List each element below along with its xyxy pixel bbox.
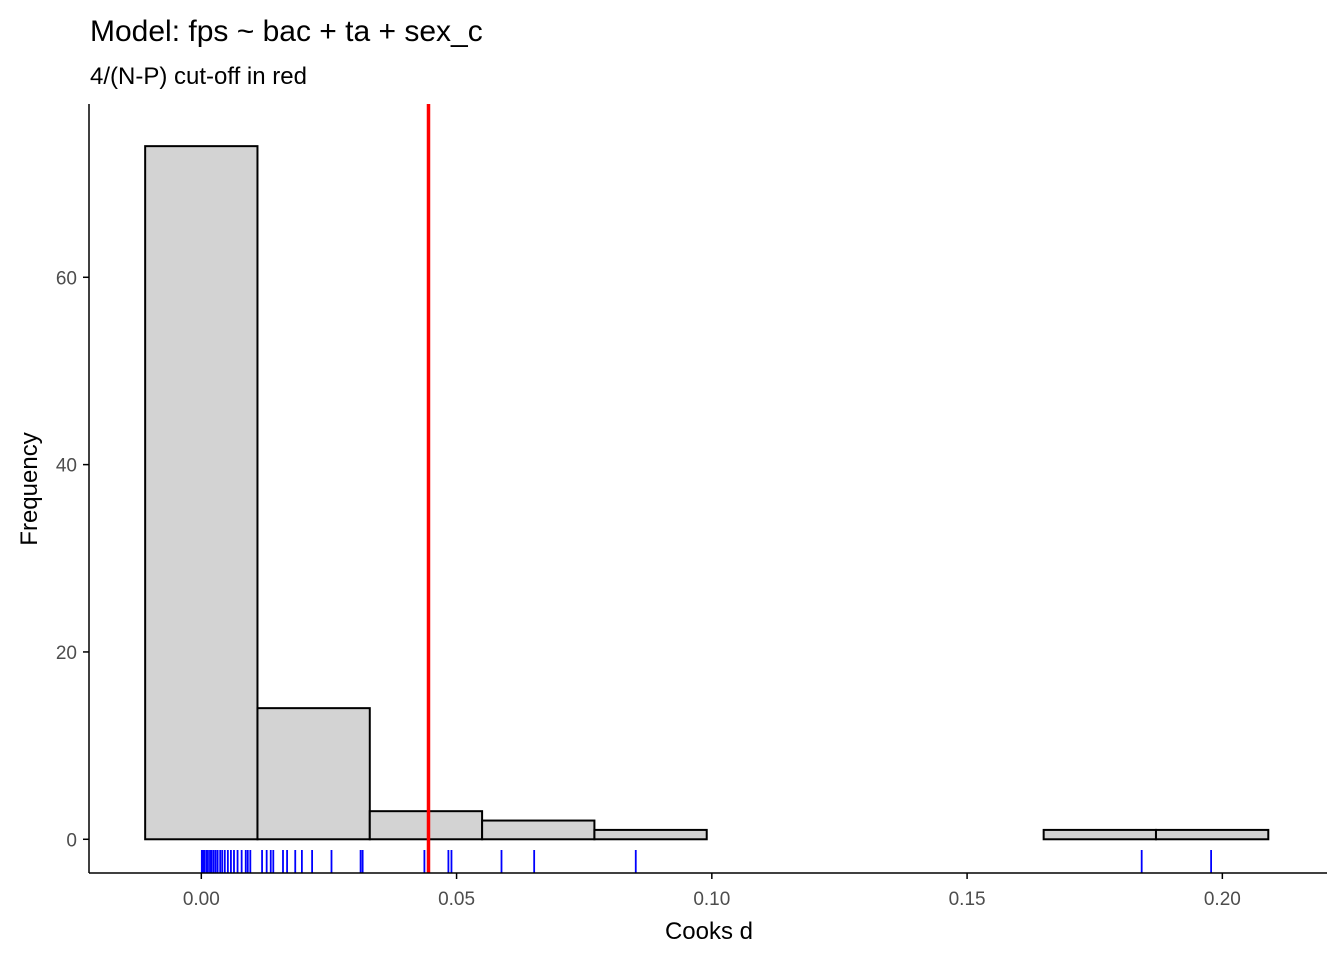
histogram-bar-8 [1042, 828, 1157, 841]
y-tick-label-1: 20 [56, 643, 77, 664]
y-axis-title: Frequency [16, 432, 43, 545]
y-tick-label-0: 0 [66, 830, 77, 851]
rug-marks [200, 850, 1213, 873]
x-tick-label-1: 0.05 [438, 889, 475, 910]
x-tick-label-0: 0.00 [183, 889, 220, 910]
x-tick-label-3: 0.15 [949, 889, 986, 910]
x-tick-label-4: 0.20 [1204, 889, 1241, 910]
histogram-bar-4 [593, 828, 708, 841]
x-tick-label-2: 0.10 [693, 889, 730, 910]
axes [88, 104, 1327, 874]
x-axis-title: Cooks d [665, 918, 753, 945]
histogram-bar-1 [256, 707, 371, 841]
chart-subtitle: 4/(N-P) cut-off in red [90, 63, 307, 90]
histogram-bar-3 [481, 819, 596, 841]
y-tick-label-3: 60 [56, 268, 77, 289]
histogram-bar-0 [144, 145, 259, 841]
y-axis-ticks: 0 20 40 60 [56, 268, 89, 851]
chart-title: Model: fps ~ bac + ta + sex_c [90, 15, 483, 48]
x-axis-ticks: 0.00 0.05 0.10 0.15 0.20 [183, 873, 1241, 910]
histogram-bar-2 [368, 810, 484, 841]
histogram-bars [144, 145, 1270, 841]
histogram-bar-9 [1154, 828, 1270, 841]
y-tick-label-2: 40 [56, 456, 77, 477]
